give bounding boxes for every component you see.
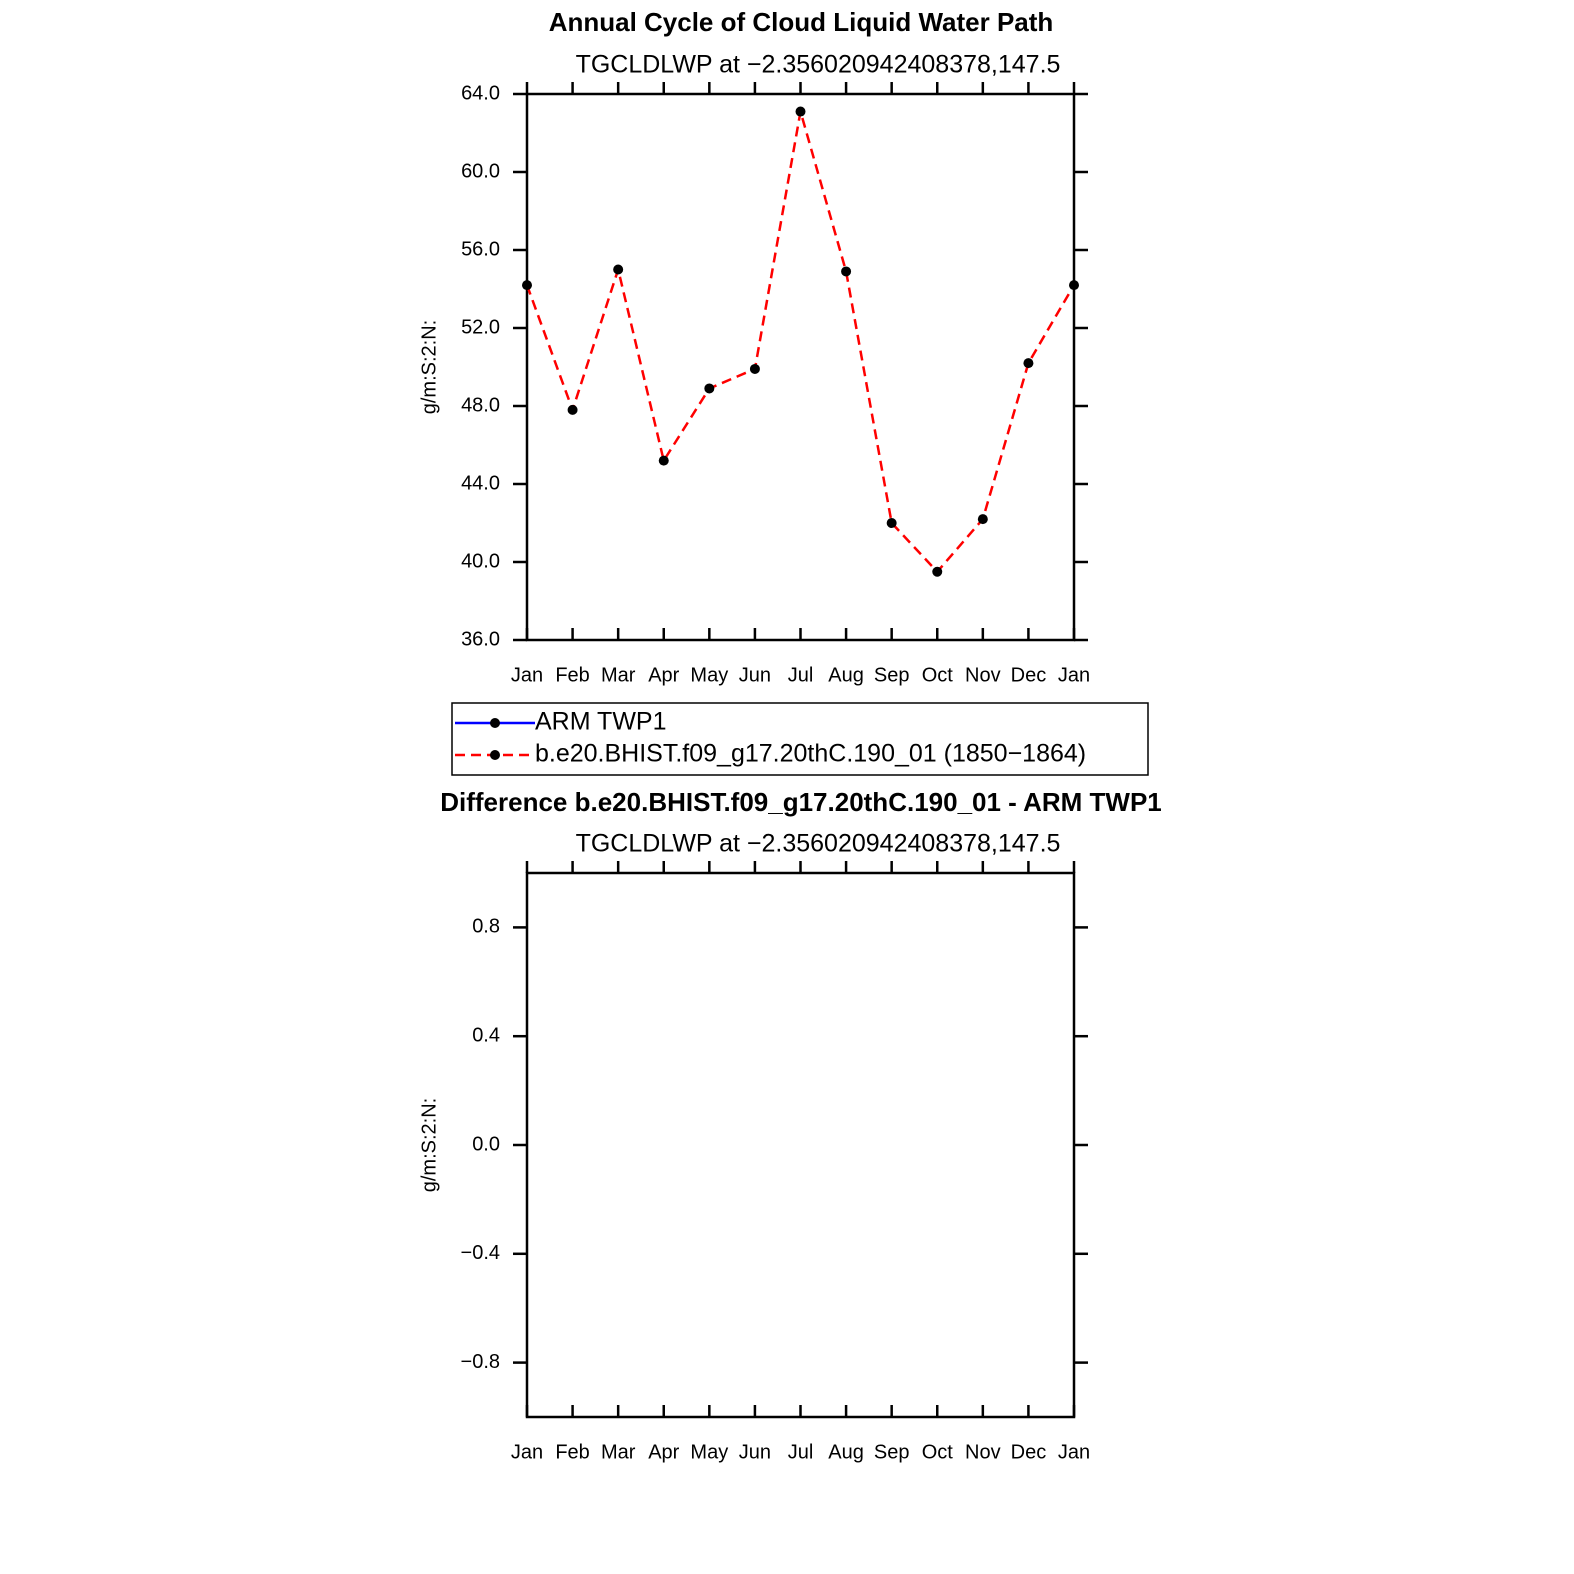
data-point <box>704 383 715 394</box>
x-tick-label: Jan <box>1058 664 1090 686</box>
x-tick-label: Dec <box>1011 1441 1047 1463</box>
data-point <box>613 264 624 275</box>
legend-label: ARM TWP1 <box>535 708 667 736</box>
data-point <box>749 363 760 374</box>
x-tick-label: Jan <box>511 1441 543 1463</box>
legend-marker <box>490 718 500 728</box>
x-tick-label: Jan <box>1058 1441 1090 1463</box>
legend-label: b.e20.BHIST.f09_g17.20thC.190_01 (1850−1… <box>535 740 1086 768</box>
y-tick-label: 40.0 <box>461 550 500 572</box>
data-point <box>886 518 897 528</box>
y-tick-label: 44.0 <box>461 472 500 494</box>
y-tick-label: 0.0 <box>472 1133 500 1155</box>
y-tick-label: 52.0 <box>461 316 500 338</box>
x-tick-label: Aug <box>828 664 864 686</box>
x-tick-label: Sep <box>874 1441 910 1463</box>
data-point <box>795 106 806 117</box>
y-tick-label: 48.0 <box>461 394 500 416</box>
y-tick-label: −0.8 <box>461 1351 500 1373</box>
x-tick-label: Oct <box>922 664 954 686</box>
x-tick-label: Jun <box>739 664 771 686</box>
x-tick-label: Nov <box>965 1441 1001 1463</box>
data-point <box>522 280 532 291</box>
x-tick-label: Feb <box>555 664 589 686</box>
data-point <box>567 404 578 415</box>
x-tick-label: Feb <box>555 1441 589 1463</box>
data-point <box>1069 280 1079 291</box>
x-tick-label: Dec <box>1011 664 1047 686</box>
y-axis-label: g/m:S:2:N: <box>418 1098 440 1192</box>
chart-title: Difference b.e20.BHIST.f09_g17.20thC.190… <box>440 787 1162 817</box>
x-tick-label: Apr <box>648 664 679 686</box>
chart-subtitle: TGCLDLWP at −2.356020942408378,147.5 <box>576 830 1061 858</box>
y-tick-label: 56.0 <box>461 238 500 260</box>
data-point <box>977 514 988 525</box>
y-tick-label: −0.4 <box>461 1242 500 1264</box>
chart-title: Annual Cycle of Cloud Liquid Water Path <box>549 7 1054 37</box>
x-tick-label: Jan <box>511 664 543 686</box>
y-axis-label: g/m:S:2:N: <box>418 320 440 414</box>
plot-frame <box>525 92 1076 642</box>
y-tick-label: 0.8 <box>472 916 500 938</box>
x-tick-label: Sep <box>874 664 910 686</box>
x-tick-label: Jul <box>788 664 814 686</box>
series-line <box>525 111 1076 574</box>
x-tick-label: Aug <box>828 1441 864 1463</box>
x-tick-label: Jul <box>788 1441 814 1463</box>
x-tick-label: Oct <box>922 1441 954 1463</box>
y-tick-label: 36.0 <box>461 628 500 650</box>
y-tick-label: 64.0 <box>461 82 500 104</box>
x-tick-label: May <box>690 664 728 686</box>
x-tick-label: Mar <box>601 664 636 686</box>
x-tick-label: Jun <box>739 1441 771 1463</box>
x-tick-label: Mar <box>601 1441 636 1463</box>
x-tick-label: Apr <box>648 1441 679 1463</box>
x-tick-label: Nov <box>965 664 1001 686</box>
data-point <box>658 455 669 466</box>
legend-marker <box>490 750 500 760</box>
legend-box <box>451 702 1149 776</box>
plot-frame <box>525 871 1076 1419</box>
data-point <box>841 266 852 277</box>
chart-subtitle: TGCLDLWP at −2.356020942408378,147.5 <box>576 51 1061 79</box>
y-tick-label: 60.0 <box>461 160 500 182</box>
y-tick-label: 0.4 <box>472 1024 500 1046</box>
data-point <box>932 566 943 577</box>
x-tick-label: May <box>690 1441 728 1463</box>
data-point <box>1023 358 1034 369</box>
